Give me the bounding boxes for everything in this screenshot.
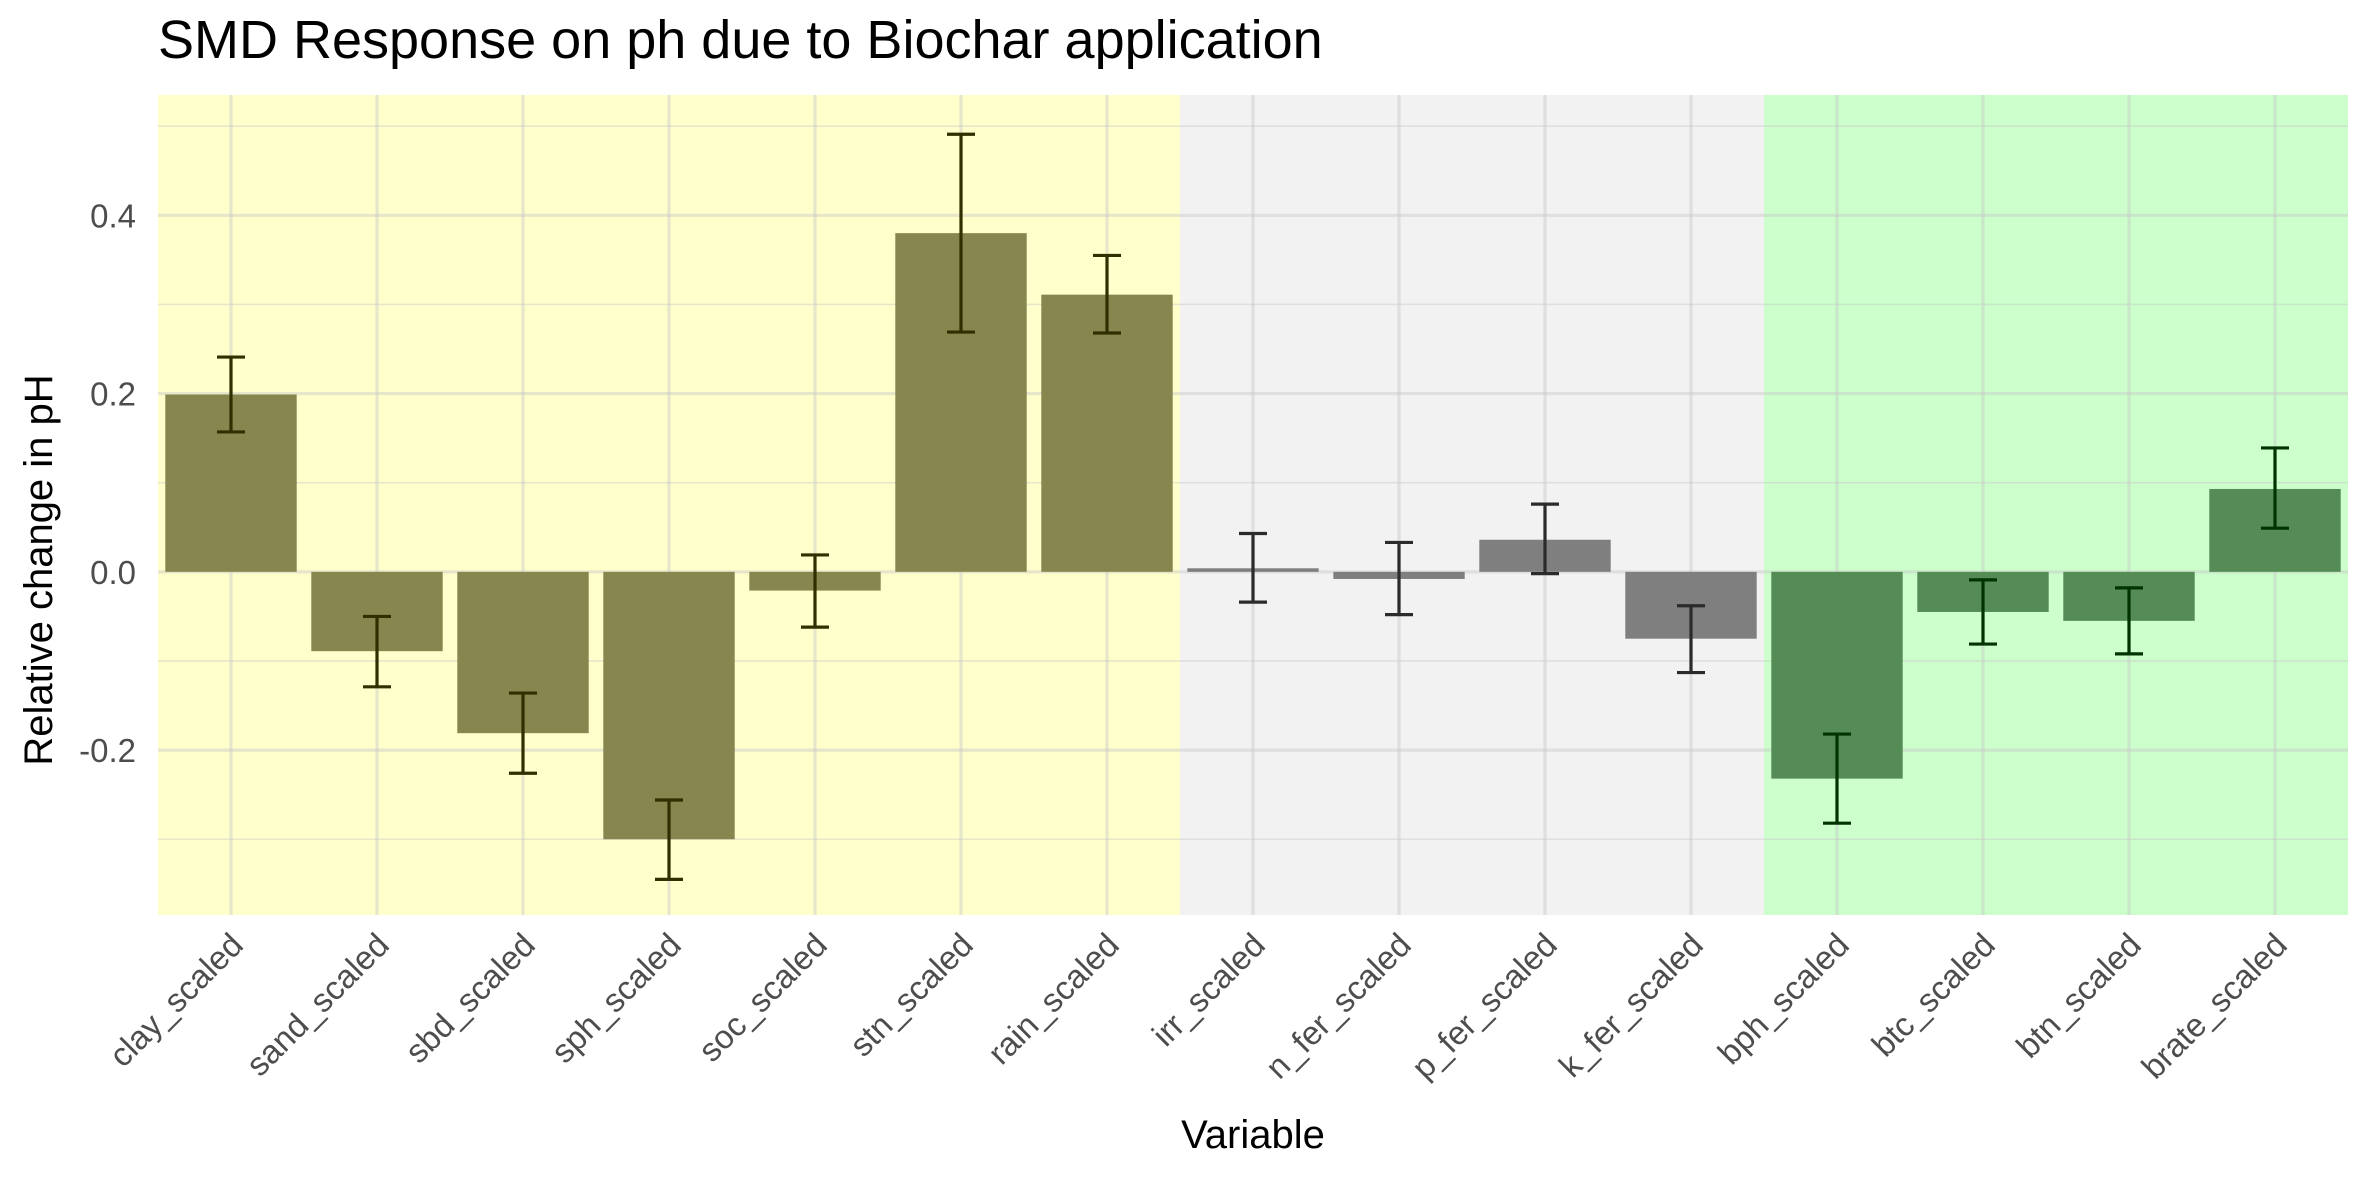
x-tick-label-soc_scaled: soc_scaled: [691, 926, 834, 1069]
group-background-1: [1180, 95, 1764, 915]
x-tick-label-clay_scaled: clay_scaled: [102, 926, 250, 1074]
y-tick-label: 0.4: [90, 197, 136, 234]
chart-title: SMD Response on ph due to Biochar applic…: [158, 10, 1323, 70]
y-tick-label: -0.2: [79, 732, 136, 769]
bar-rain_scaled: [1041, 294, 1173, 572]
x-tick-label-btc_scaled: btc_scaled: [1864, 926, 2002, 1064]
bar-sph_scaled: [603, 571, 735, 840]
x-tick-label-sand_scaled: sand_scaled: [239, 926, 396, 1083]
x-axis-title: Variable: [1181, 1113, 1325, 1157]
y-axis-title: Relative change in pH: [17, 374, 61, 765]
x-tick-label-brate_scaled: brate_scaled: [2134, 926, 2294, 1086]
x-tick-label-bph_scaled: bph_scaled: [1710, 926, 1856, 1072]
x-tick-label-btn_scaled: btn_scaled: [2009, 926, 2148, 1065]
x-tick-label-n_fer_scaled: n_fer_scaled: [1258, 926, 1418, 1086]
y-tick-label: 0.2: [90, 376, 136, 413]
y-tick-label: 0.0: [90, 554, 136, 591]
x-tick-label-sbd_scaled: sbd_scaled: [398, 926, 542, 1070]
x-tick-label-p_fer_scaled: p_fer_scaled: [1404, 926, 1564, 1086]
x-tick-label-sph_scaled: sph_scaled: [544, 926, 688, 1070]
x-tick-label-irr_scaled: irr_scaled: [1145, 926, 1272, 1053]
x-tick-label-k_fer_scaled: k_fer_scaled: [1551, 926, 1709, 1084]
x-tick-label-stn_scaled: stn_scaled: [842, 926, 980, 1064]
x-tick-label-rain_scaled: rain_scaled: [980, 926, 1126, 1072]
